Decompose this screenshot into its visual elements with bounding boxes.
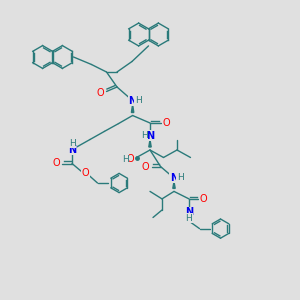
Text: O: O <box>97 88 104 98</box>
Text: O: O <box>52 158 60 169</box>
Text: N: N <box>146 131 154 141</box>
Text: N: N <box>185 207 193 217</box>
Text: H: H <box>141 131 147 140</box>
Text: N: N <box>170 173 178 183</box>
Text: H: H <box>69 139 75 148</box>
Polygon shape <box>149 140 151 147</box>
Text: O: O <box>127 154 134 164</box>
Text: H: H <box>177 173 183 182</box>
Polygon shape <box>173 182 175 188</box>
Text: H: H <box>186 214 192 223</box>
Text: H: H <box>135 96 141 105</box>
Text: O: O <box>163 118 170 128</box>
Text: O: O <box>82 168 89 178</box>
Text: N: N <box>68 145 76 155</box>
Text: N: N <box>128 95 137 106</box>
Text: O: O <box>142 162 149 172</box>
Text: O: O <box>200 194 207 204</box>
Polygon shape <box>131 104 134 112</box>
Text: H: H <box>122 154 128 164</box>
